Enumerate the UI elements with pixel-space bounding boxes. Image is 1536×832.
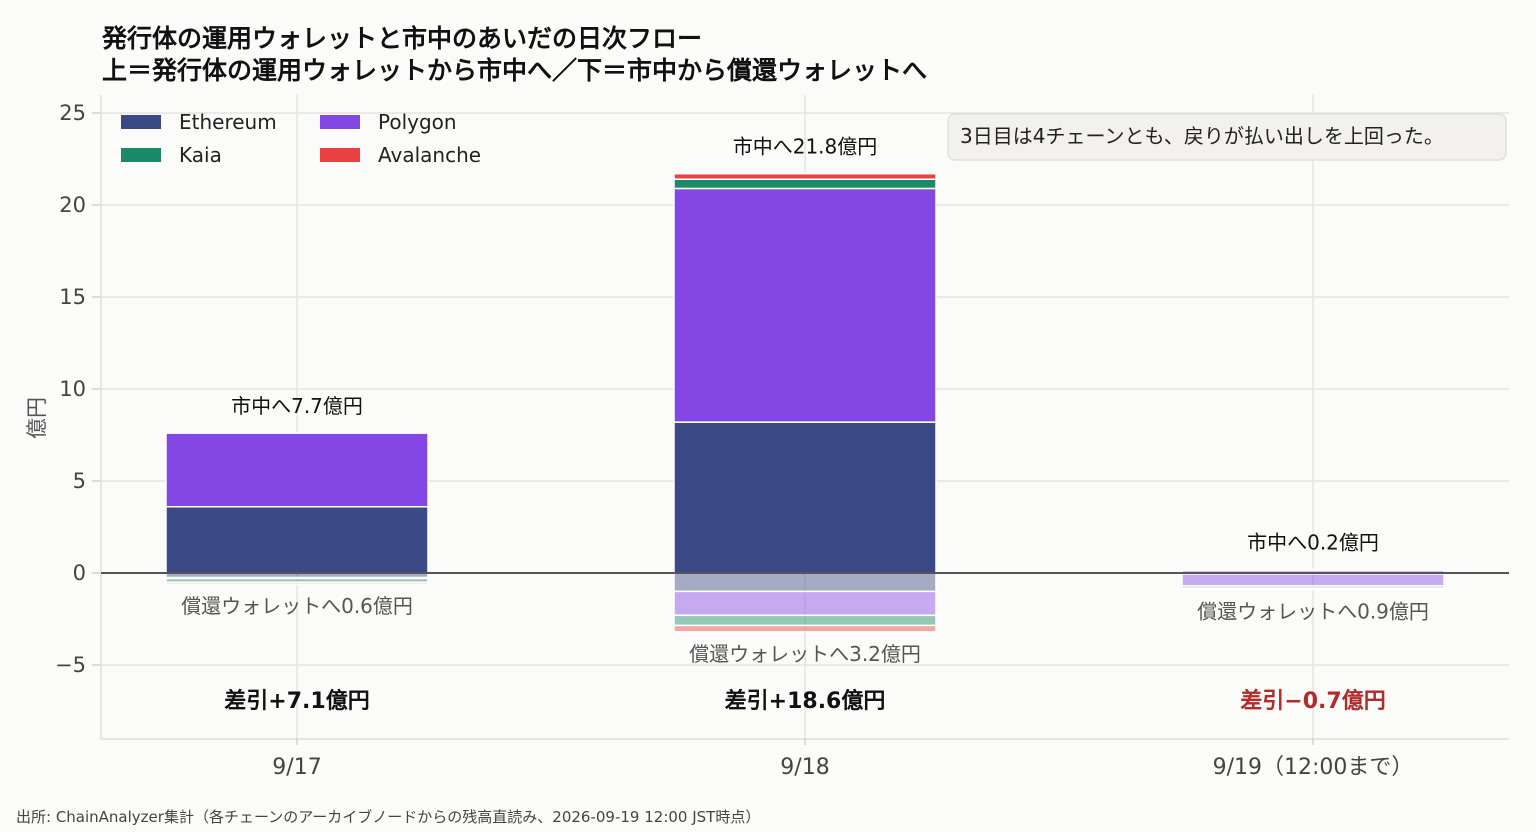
bar-outflow-avalanche bbox=[673, 172, 937, 180]
bar-top-label: 市中へ0.2億円 bbox=[1247, 530, 1379, 554]
bars bbox=[165, 172, 1445, 633]
bar-outflow-kaia bbox=[673, 178, 937, 190]
x-category-label: 9/18 bbox=[780, 755, 829, 780]
annotation-text: 3日目は4チェーンとも、戻りが払い出しを上回った。 bbox=[960, 124, 1444, 148]
legend-label-kaia: Kaia bbox=[179, 143, 222, 167]
y-tick-label: −5 bbox=[55, 653, 86, 677]
bar-outflow-polygon bbox=[673, 187, 937, 423]
y-axis-ticks: −5 0 5 10 15 20 25 bbox=[55, 101, 100, 677]
chart-title-line-2: 上＝発行体の運用ウォレットから市中へ／下＝市中から償還ウォレットへ bbox=[102, 56, 927, 85]
net-label: 差引−0.7億円 bbox=[1240, 688, 1385, 714]
bar-outflow-avalanche bbox=[1181, 568, 1445, 571]
y-tick-label: 5 bbox=[73, 469, 86, 493]
bar-top-label: 市中へ21.8億円 bbox=[733, 135, 878, 159]
legend-swatch-avalanche bbox=[320, 148, 360, 162]
bar-bottom-label: 償還ウォレットへ0.9億円 bbox=[1197, 600, 1429, 624]
y-tick-label: 20 bbox=[59, 193, 86, 217]
source-note: 出所: ChainAnalyzer集計（各チェーンのアーカイブノードからの残高直… bbox=[16, 808, 760, 826]
legend-swatch-kaia bbox=[121, 148, 161, 162]
bar-bottom-label: 償還ウォレットへ0.6億円 bbox=[181, 594, 413, 618]
bar-bottom-label: 償還ウォレットへ3.2億円 bbox=[689, 642, 921, 666]
y-axis-label: 億円 bbox=[25, 397, 49, 439]
y-tick-label: 0 bbox=[73, 561, 86, 585]
bar-inflow-avalanche bbox=[673, 624, 937, 633]
x-category-label: 9/17 bbox=[272, 755, 321, 780]
annotation-box: 3日目は4チェーンとも、戻りが払い出しを上回った。 bbox=[947, 113, 1507, 161]
legend-label-avalanche: Avalanche bbox=[378, 143, 481, 167]
x-category-label: 9/19（12:00まで） bbox=[1213, 755, 1414, 780]
bar-outflow-polygon bbox=[165, 432, 429, 508]
chart-title-line-1: 発行体の運用ウォレットと市中のあいだの日次フロー bbox=[101, 24, 702, 53]
y-tick-label: 25 bbox=[59, 101, 86, 125]
legend-label-polygon: Polygon bbox=[378, 110, 457, 134]
bar-inflow-polygon bbox=[1181, 573, 1445, 587]
legend-swatch-polygon bbox=[320, 115, 360, 129]
bar-top-label: 市中へ7.7億円 bbox=[231, 394, 363, 418]
bar-inflow-ethereum bbox=[673, 572, 937, 593]
y-tick-label: 15 bbox=[59, 285, 86, 309]
bar-inflow-polygon bbox=[673, 590, 937, 617]
bar-inflow-avalanche bbox=[165, 581, 429, 585]
y-tick-label: 10 bbox=[59, 377, 86, 401]
bar-inflow-avalanche bbox=[1181, 587, 1445, 591]
bar-outflow-ethereum bbox=[673, 421, 937, 574]
bar-outflow-ethereum bbox=[165, 506, 429, 574]
x-axis-categories: 9/17 9/18 9/19（12:00まで） bbox=[272, 739, 1413, 780]
legend-swatch-ethereum bbox=[121, 115, 161, 129]
bar-inflow-kaia bbox=[673, 614, 937, 627]
net-label: 差引+7.1億円 bbox=[224, 688, 369, 714]
annotation-box-bg bbox=[947, 113, 1507, 161]
net-label: 差引+18.6億円 bbox=[725, 688, 886, 714]
legend-label-ethereum: Ethereum bbox=[179, 110, 277, 134]
legend: Ethereum Polygon Kaia Avalanche bbox=[121, 110, 481, 167]
